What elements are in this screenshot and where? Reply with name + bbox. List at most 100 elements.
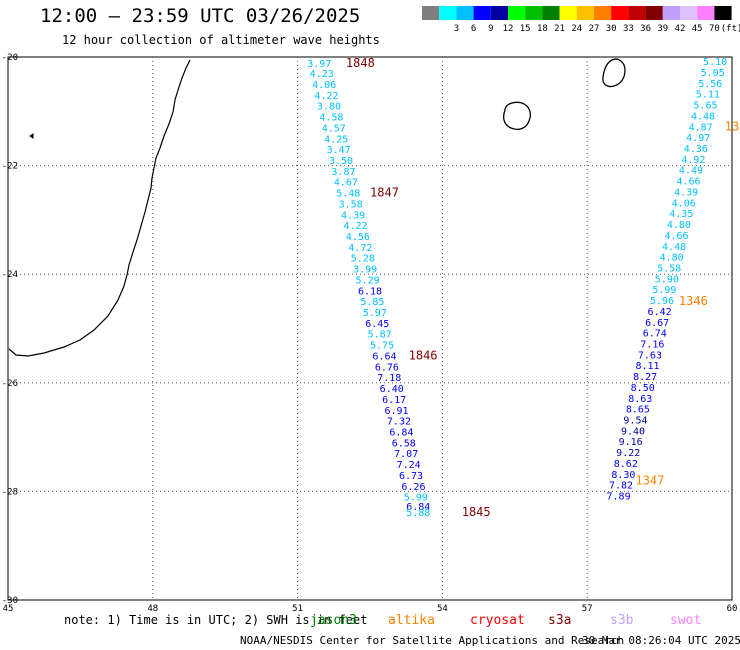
lon-tick-label: 57 xyxy=(582,604,593,614)
footer-timestamp: 30 Mar 08:26:04 UTC 2025 xyxy=(582,634,740,647)
legend-tick-label: 15 xyxy=(520,24,531,34)
legend-swatch xyxy=(645,6,663,20)
footer-credit: NOAA/NESDIS Center for Satellite Applica… xyxy=(240,634,625,647)
swh-value: 8.63 xyxy=(628,394,652,405)
legend-swatch xyxy=(594,6,612,20)
swh-value: 5.97 xyxy=(363,308,387,319)
swh-value: 6.84 xyxy=(406,502,430,513)
swh-value: 7.63 xyxy=(638,350,662,361)
swh-value: 5.99 xyxy=(404,493,428,504)
swh-value: 3.87 xyxy=(331,167,355,178)
swh-value: 7.16 xyxy=(640,340,664,351)
swh-value: 9.22 xyxy=(616,448,640,459)
swh-value: 4.66 xyxy=(664,231,688,242)
swh-value: 4.22 xyxy=(315,91,339,102)
legend-tick-label: 21 xyxy=(554,24,565,34)
swh-value: 4.80 xyxy=(660,253,684,264)
swh-value: 8.62 xyxy=(614,459,638,470)
swh-value: 6.17 xyxy=(382,395,406,406)
swh-value: 5.29 xyxy=(356,275,380,286)
swh-value: 5.65 xyxy=(693,101,717,112)
swh-value: 4.97 xyxy=(686,133,710,144)
legend-tick-label: 3 xyxy=(454,24,459,34)
swh-value: 3.50 xyxy=(329,156,353,167)
legend-tick-label: 33 xyxy=(623,24,634,34)
legend-swatch xyxy=(576,6,594,20)
swh-value: 5.87 xyxy=(368,330,392,341)
legend-tick-label: 9 xyxy=(488,24,493,34)
legend-swatch xyxy=(680,6,698,20)
swh-value: 4.56 xyxy=(346,232,370,243)
swh-value: 8.65 xyxy=(626,405,650,416)
legend-swatch xyxy=(559,6,577,20)
lon-tick-label: 51 xyxy=(292,604,303,614)
lat-tick-label: -22 xyxy=(2,162,18,172)
swh-value: 4.39 xyxy=(341,210,365,221)
coastline-reunion xyxy=(503,101,531,130)
legend-swatch xyxy=(525,6,543,20)
coastline-mauritius xyxy=(602,58,626,88)
swh-value: 3.58 xyxy=(339,199,363,210)
lat-tick-label: -26 xyxy=(2,379,18,389)
lat-tick-label: -24 xyxy=(2,270,18,280)
legend-swatch xyxy=(714,6,732,20)
swh-value: 8.27 xyxy=(633,372,657,383)
legend-tick-label: 42 xyxy=(675,24,686,34)
swh-value: 4.58 xyxy=(319,113,343,124)
swh-value: 4.92 xyxy=(681,155,705,166)
swh-value: 4.72 xyxy=(348,243,372,254)
lon-tick-label: 48 xyxy=(147,604,158,614)
swh-value: 4.06 xyxy=(672,198,696,209)
page-title: 12:00 – 23:59 UTC 03/26/2025 xyxy=(40,5,361,27)
swh-value: 9.40 xyxy=(621,426,645,437)
swh-value: 6.18 xyxy=(358,286,382,297)
swh-value: 7.18 xyxy=(377,373,401,384)
swh-value: 7.89 xyxy=(607,492,631,503)
satellite-label-jason3: jason3 xyxy=(310,613,357,628)
lat-tick-label: -30 xyxy=(2,596,18,606)
legend-swatch xyxy=(542,6,560,20)
swh-value: 5.90 xyxy=(655,274,679,285)
swh-value: 3.47 xyxy=(327,145,351,156)
swh-value: 6.26 xyxy=(401,482,425,493)
swh-value: 6.84 xyxy=(389,427,413,438)
legend-swatch xyxy=(490,6,508,20)
swh-value: 9.54 xyxy=(623,416,647,427)
swh-value: 6.67 xyxy=(645,318,669,329)
swh-value: 5.88 xyxy=(406,508,430,519)
legend-tick-label: 70 xyxy=(709,24,720,34)
swh-value: 4.87 xyxy=(689,122,713,133)
swh-value: 3.80 xyxy=(317,102,341,113)
pass-time-label: 13 xyxy=(725,119,739,133)
swh-value: 4.39 xyxy=(674,187,698,198)
pass-time-label: 1346 xyxy=(679,294,708,308)
swh-value: 7.24 xyxy=(397,460,421,471)
swh-value: 6.91 xyxy=(384,406,408,417)
swh-value: 5.48 xyxy=(336,189,360,200)
satellite-label-swot: swot xyxy=(670,613,702,628)
swh-value: 8.50 xyxy=(631,383,655,394)
legend-tick-label: 36 xyxy=(640,24,651,34)
swh-value: 4.36 xyxy=(684,144,708,155)
swh-value: 6.74 xyxy=(643,329,667,340)
legend-tick-label: 6 xyxy=(471,24,476,34)
swh-value: 4.57 xyxy=(322,123,346,134)
swh-value: 4.25 xyxy=(324,134,348,145)
pass-time-label: 1845 xyxy=(462,505,491,519)
legend-unit: (ft) xyxy=(721,24,740,34)
swh-value: 6.64 xyxy=(372,351,396,362)
swh-value: 5.99 xyxy=(652,285,676,296)
legend-swatch xyxy=(456,6,474,20)
legend-swatch xyxy=(628,6,646,20)
lon-tick-label: 45 xyxy=(3,604,14,614)
swh-value: 3.99 xyxy=(353,265,377,276)
lon-tick-label: 60 xyxy=(727,604,738,614)
swh-value: 7.07 xyxy=(394,449,418,460)
legend-tick-label: 12 xyxy=(503,24,514,34)
swh-value: 5.96 xyxy=(650,296,674,307)
coastline-madagascar xyxy=(8,59,191,357)
lat-tick-label: -20 xyxy=(2,53,18,63)
pass-time-label: 1848 xyxy=(346,56,375,70)
map-frame xyxy=(7,56,733,601)
